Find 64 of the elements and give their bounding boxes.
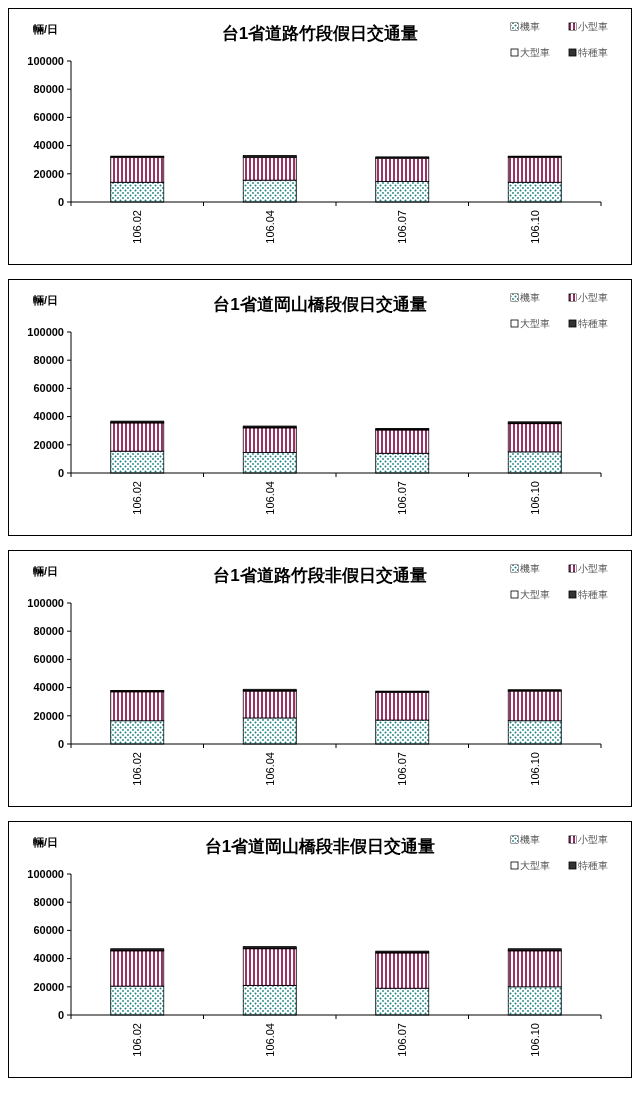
y-tick-label: 80000 [33,83,64,96]
chart-title: 台1省道路竹段非假日交通量 [213,566,427,585]
y-tick-label: 0 [57,737,64,750]
y-tick-label: 0 [57,1008,64,1021]
x-tick-label: 106.02 [131,210,144,244]
y-tick-label: 0 [57,466,64,479]
x-tick-label: 106.02 [131,481,144,515]
x-tick-label: 106.02 [131,1023,144,1057]
legend-label: 機車 [520,563,540,574]
x-tick-label: 106.07 [396,481,409,515]
y-tick-label: 40000 [33,952,64,965]
legend-label: 大型車 [520,318,550,329]
legend-label: 特種車 [578,318,608,329]
y-axis-title: 輛/日 [32,565,59,577]
legend-label: 小型車 [578,21,608,32]
y-tick-label: 20000 [33,709,64,722]
y-tick-label: 100000 [27,54,64,67]
y-axis-title: 輛/日 [32,23,59,35]
x-tick-label: 106.02 [131,752,144,786]
y-tick-label: 40000 [33,139,64,152]
x-tick-label: 106.07 [396,1023,409,1057]
y-tick-label: 60000 [33,111,64,124]
legend-label: 小型車 [578,834,608,845]
y-tick-label: 80000 [33,625,64,638]
x-tick-label: 106.07 [396,752,409,786]
x-tick-label: 106.10 [528,1023,541,1057]
x-tick-label: 106.04 [263,752,276,786]
y-axis-title: 輛/日 [32,294,59,306]
x-tick-label: 106.10 [528,481,541,515]
x-tick-label: 106.07 [396,210,409,244]
y-tick-label: 0 [57,195,64,208]
x-tick-label: 106.04 [263,210,276,244]
y-tick-label: 100000 [27,867,64,880]
legend-label: 特種車 [578,589,608,600]
x-tick-label: 106.04 [263,481,276,515]
y-tick-label: 80000 [33,896,64,909]
chart-title: 台1省道岡山橋段假日交通量 [213,295,427,314]
legend-label: 特種車 [578,860,608,871]
y-tick-label: 20000 [33,980,64,993]
x-tick-label: 106.10 [528,210,541,244]
y-tick-label: 60000 [33,382,64,395]
y-tick-label: 60000 [33,924,64,937]
y-tick-label: 20000 [33,167,64,180]
legend-label: 機車 [520,834,540,845]
legend-label: 大型車 [520,589,550,600]
legend-label: 小型車 [578,563,608,574]
legend-label: 特種車 [578,47,608,58]
legend-label: 小型車 [578,292,608,303]
y-axis-title: 輛/日 [32,836,59,848]
x-tick-label: 106.10 [528,752,541,786]
y-tick-label: 20000 [33,438,64,451]
y-tick-label: 40000 [33,410,64,423]
y-tick-label: 80000 [33,354,64,367]
y-tick-label: 40000 [33,681,64,694]
chart-title: 台1省道岡山橋段非假日交通量 [204,837,436,856]
y-tick-label: 60000 [33,653,64,666]
legend-label: 大型車 [520,47,550,58]
legend-label: 機車 [520,21,540,32]
x-tick-label: 106.04 [263,1023,276,1057]
legend-label: 大型車 [520,860,550,871]
legend-label: 機車 [520,292,540,303]
chart-title: 台1省道路竹段假日交通量 [221,24,419,43]
y-tick-label: 100000 [27,325,64,338]
y-tick-label: 100000 [27,596,64,609]
